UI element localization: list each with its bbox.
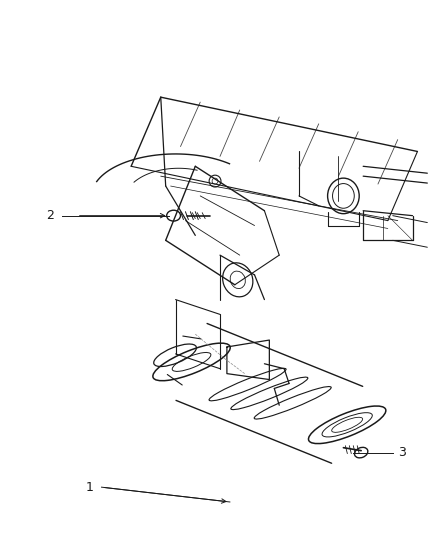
Text: 1: 1 (86, 481, 94, 494)
Text: 2: 2 (46, 209, 54, 222)
Text: 3: 3 (398, 446, 406, 459)
